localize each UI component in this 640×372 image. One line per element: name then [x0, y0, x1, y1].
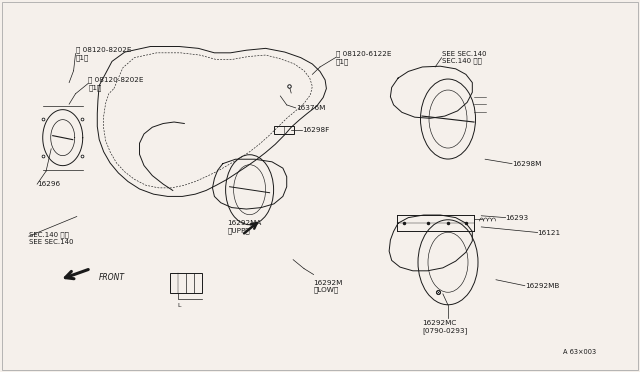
- Text: 16292MC
[0790-0293]: 16292MC [0790-0293]: [422, 321, 468, 334]
- Text: 16292MA
（UPP）: 16292MA （UPP）: [227, 220, 262, 234]
- Bar: [170, 273, 202, 294]
- Text: FRONT: FRONT: [99, 273, 125, 282]
- Bar: [273, 126, 294, 134]
- Text: A 63×003: A 63×003: [563, 349, 596, 355]
- Text: SEC.140 参照
SEE SEC.140: SEC.140 参照 SEE SEC.140: [29, 231, 74, 245]
- Text: Ⓑ 08120-8202E
（1）: Ⓑ 08120-8202E （1）: [76, 47, 131, 61]
- Text: Ⓑ 08120-8202E
（1）: Ⓑ 08120-8202E （1）: [88, 77, 144, 91]
- Text: 16296: 16296: [37, 181, 60, 187]
- Text: L: L: [178, 303, 181, 308]
- Text: SEE SEC.140
SEC.140 参照: SEE SEC.140 SEC.140 参照: [442, 51, 486, 64]
- Text: 16293: 16293: [506, 215, 529, 221]
- Text: 16376M: 16376M: [296, 105, 325, 111]
- Text: 16298M: 16298M: [512, 161, 541, 167]
- Text: Ⓑ 08120-6122E
（1）: Ⓑ 08120-6122E （1）: [336, 51, 392, 65]
- Text: 16121: 16121: [538, 230, 561, 235]
- Text: 16298F: 16298F: [302, 127, 330, 133]
- Text: 16292MB: 16292MB: [525, 283, 559, 289]
- Text: 16292M
（LOW）: 16292M （LOW）: [314, 280, 343, 293]
